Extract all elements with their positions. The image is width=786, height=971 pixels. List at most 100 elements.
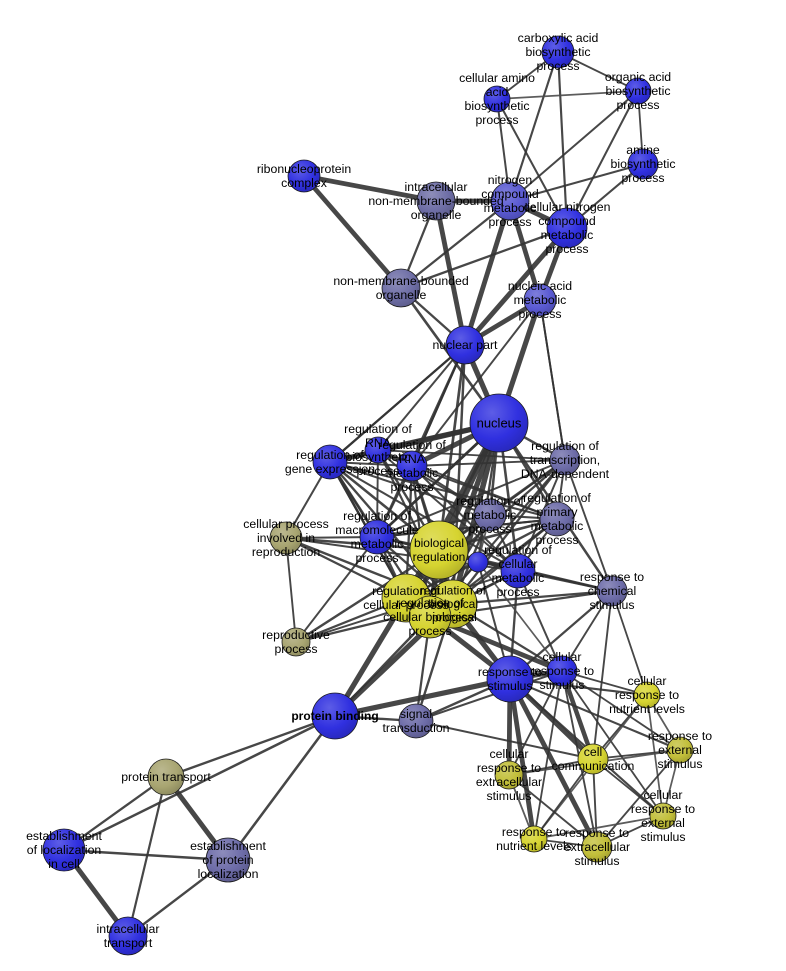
svg-text:response to: response to	[580, 570, 644, 584]
svg-text:cellular nitrogen: cellular nitrogen	[524, 200, 611, 214]
svg-text:nutrient levels: nutrient levels	[496, 839, 572, 853]
svg-text:response to: response to	[615, 688, 679, 702]
svg-text:metabolic: metabolic	[541, 228, 594, 242]
svg-text:regulation of: regulation of	[343, 509, 411, 523]
svg-text:organelle: organelle	[411, 208, 462, 222]
svg-text:organelle: organelle	[376, 288, 427, 302]
svg-text:transport: transport	[104, 936, 153, 950]
svg-text:nucleus: nucleus	[477, 416, 522, 431]
svg-text:transcription,: transcription,	[530, 453, 600, 467]
svg-text:extracellular: extracellular	[564, 840, 630, 854]
svg-text:communication: communication	[552, 759, 635, 773]
svg-text:nitrogen: nitrogen	[488, 173, 533, 187]
svg-text:regulation of: regulation of	[296, 448, 364, 462]
svg-text:response to: response to	[478, 665, 542, 679]
svg-text:non-membrane-bounded: non-membrane-bounded	[333, 274, 469, 288]
svg-text:stimulus: stimulus	[487, 679, 532, 693]
svg-text:external: external	[658, 743, 702, 757]
svg-text:ribonucleoprotein: ribonucleoprotein	[257, 162, 352, 176]
svg-text:of protein: of protein	[202, 853, 253, 867]
svg-text:metabolic: metabolic	[351, 537, 404, 551]
svg-text:protein binding: protein binding	[291, 709, 378, 723]
svg-text:complex: complex	[281, 176, 328, 190]
svg-text:DNA-dependent: DNA-dependent	[521, 467, 610, 481]
svg-text:response to: response to	[565, 826, 629, 840]
svg-text:chemical: chemical	[588, 584, 637, 598]
svg-text:transduction: transduction	[383, 721, 450, 735]
svg-text:intracellular: intracellular	[405, 180, 468, 194]
svg-text:compound: compound	[538, 214, 596, 228]
svg-text:cellular: cellular	[499, 557, 538, 571]
svg-text:macromolecule: macromolecule	[335, 523, 419, 537]
svg-text:process: process	[475, 113, 518, 127]
svg-text:extracellular: extracellular	[476, 775, 542, 789]
svg-text:non-membrane-bounded: non-membrane-bounded	[368, 194, 504, 208]
svg-text:biosynthetic: biosynthetic	[526, 45, 591, 59]
svg-text:signal: signal	[400, 707, 432, 721]
svg-text:regulation of: regulation of	[523, 491, 591, 505]
svg-text:response to: response to	[477, 761, 541, 775]
svg-text:stimulus: stimulus	[486, 789, 531, 803]
svg-text:stimulus: stimulus	[640, 830, 685, 844]
svg-text:process: process	[545, 242, 588, 256]
svg-text:regulation of: regulation of	[456, 494, 524, 508]
svg-text:in cell: in cell	[48, 857, 79, 871]
svg-text:process: process	[274, 642, 317, 656]
svg-text:cellular: cellular	[543, 650, 582, 664]
svg-text:stimulus: stimulus	[657, 757, 702, 771]
svg-text:stimulus: stimulus	[574, 854, 619, 868]
svg-text:reproductive: reproductive	[262, 628, 330, 642]
svg-text:process: process	[468, 522, 511, 536]
svg-text:RNA: RNA	[399, 452, 426, 466]
svg-text:process: process	[518, 307, 561, 321]
svg-text:nuclear part: nuclear part	[433, 338, 499, 352]
svg-text:gene expression: gene expression	[285, 462, 375, 476]
svg-text:response to: response to	[648, 729, 712, 743]
svg-text:stimulus: stimulus	[539, 678, 584, 692]
svg-text:process: process	[408, 624, 451, 638]
svg-text:regulation: regulation	[413, 550, 466, 564]
svg-text:cellular amino: cellular amino	[459, 71, 535, 85]
svg-text:carboxylic acid: carboxylic acid	[518, 31, 599, 45]
svg-text:regulation of: regulation of	[378, 438, 446, 452]
svg-text:process: process	[616, 98, 659, 112]
svg-text:biosynthetic: biosynthetic	[465, 99, 530, 113]
svg-text:of localization: of localization	[27, 843, 102, 857]
svg-text:process: process	[496, 585, 539, 599]
svg-text:primary: primary	[537, 505, 579, 519]
svg-text:amine: amine	[626, 143, 660, 157]
svg-text:metabolic: metabolic	[386, 466, 439, 480]
svg-text:cellular: cellular	[628, 674, 667, 688]
svg-text:process: process	[488, 215, 531, 229]
svg-text:regulation of: regulation of	[344, 422, 412, 436]
svg-text:regulation of: regulation of	[531, 439, 599, 453]
svg-text:cellular: cellular	[490, 747, 529, 761]
svg-text:acid: acid	[486, 85, 509, 99]
svg-text:metabolic: metabolic	[492, 571, 545, 585]
svg-text:stimulus: stimulus	[589, 598, 634, 612]
svg-text:metabolic: metabolic	[514, 293, 567, 307]
svg-text:metabolic: metabolic	[464, 508, 517, 522]
svg-text:protein transport: protein transport	[121, 770, 211, 784]
svg-text:cellular process: cellular process	[243, 517, 328, 531]
svg-text:reproduction: reproduction	[252, 545, 321, 559]
svg-text:intracellular: intracellular	[97, 922, 160, 936]
svg-text:biological: biological	[414, 536, 464, 550]
svg-text:response to: response to	[502, 825, 566, 839]
svg-text:process: process	[390, 480, 433, 494]
svg-text:cellular: cellular	[644, 788, 683, 802]
svg-text:localization: localization	[198, 867, 259, 881]
svg-text:cell: cell	[584, 745, 602, 759]
svg-text:nucleic acid: nucleic acid	[508, 279, 572, 293]
svg-text:biosynthetic: biosynthetic	[606, 84, 671, 98]
svg-text:response to: response to	[631, 802, 695, 816]
svg-text:process: process	[621, 171, 664, 185]
svg-text:regulation of: regulation of	[484, 543, 552, 557]
svg-text:process: process	[536, 59, 579, 73]
svg-text:involved in: involved in	[257, 531, 315, 545]
svg-text:biosynthetic: biosynthetic	[611, 157, 676, 171]
svg-text:metabolic: metabolic	[531, 519, 584, 533]
svg-text:process: process	[355, 551, 398, 565]
svg-text:external: external	[641, 816, 685, 830]
svg-text:nutrient levels: nutrient levels	[609, 702, 685, 716]
